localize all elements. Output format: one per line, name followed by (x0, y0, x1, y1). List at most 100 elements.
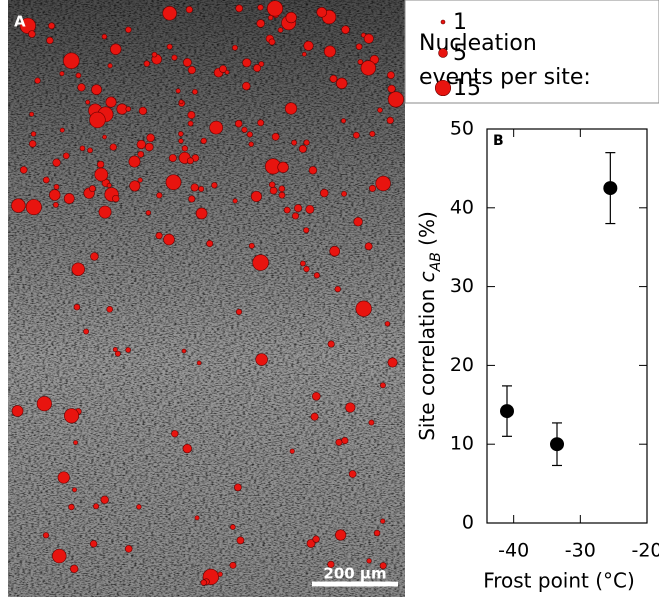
nucleation-site (188, 195, 196, 203)
nucleation-site (19, 166, 28, 174)
nucleation-site (379, 562, 387, 570)
nucleation-site (256, 19, 265, 28)
nucleation-site (75, 72, 82, 79)
plot-frame (486, 128, 648, 524)
nucleation-site (291, 139, 298, 146)
nucleation-site (294, 204, 303, 213)
nucleation-site (341, 190, 347, 197)
nucleation-site (156, 192, 163, 199)
nucleation-site (340, 118, 347, 124)
nucleation-site (242, 81, 251, 91)
nucleation-site (268, 181, 276, 188)
x-axis-label: Frost point (°C) (483, 569, 635, 593)
nucleation-site (268, 15, 274, 21)
nucleation-site (327, 340, 335, 348)
nucleation-site (268, 38, 276, 46)
nucleation-site (253, 64, 262, 72)
nucleation-site (187, 110, 196, 119)
nucleation-site (34, 77, 41, 84)
scale-bar-label: 200 µm (323, 565, 386, 583)
nucleation-site (59, 71, 65, 77)
nucleation-site (248, 242, 255, 249)
nucleation-site (29, 140, 37, 148)
nucleation-site (53, 184, 60, 190)
nucleation-site (102, 134, 107, 140)
y-tick-label: 50 (450, 118, 474, 140)
legend-marker (438, 48, 448, 58)
nucleation-site (165, 174, 182, 191)
nucleation-site (192, 88, 198, 95)
nucleation-site (257, 4, 264, 11)
nucleation-site (387, 357, 398, 368)
nucleation-site (277, 27, 284, 33)
nucleation-site (62, 152, 70, 160)
nucleation-site (291, 212, 299, 220)
nucleation-site (137, 150, 145, 158)
y-axis-label: Site correlation cAB (%) (415, 211, 445, 441)
nucleation-site (303, 139, 310, 146)
nucleation-site (217, 571, 223, 577)
nucleation-site (106, 306, 113, 313)
nucleation-site (87, 147, 93, 154)
plot: B 0 10 20 30 40 50 -40 -30 -20 Frost point (°C) Sit… (415, 118, 659, 593)
nucleation-site (187, 120, 194, 127)
nucleation-site (200, 137, 207, 145)
y-tick-label: 40 (450, 196, 474, 218)
nucleation-site (303, 40, 314, 51)
nucleation-site (138, 106, 148, 115)
nucleation-site (310, 412, 319, 421)
nucleation-site (107, 63, 113, 69)
nucleation-site (248, 141, 254, 147)
nucleation-site (352, 131, 360, 139)
nucleation-site (63, 52, 80, 69)
y-axis-label-part: c (415, 271, 439, 282)
nucleation-site (68, 503, 75, 511)
nucleation-site (323, 45, 336, 58)
nucleation-site (194, 515, 200, 521)
nucleation-site (166, 43, 173, 50)
nucleation-site (246, 131, 253, 138)
nucleation-site (91, 84, 102, 96)
nucleation-site (303, 227, 310, 234)
panel-label: A (14, 13, 26, 31)
nucleation-site (105, 96, 117, 108)
nucleation-site (341, 437, 349, 445)
micrograph-texture (8, 0, 405, 597)
legend-marker (440, 19, 446, 25)
nucleation-site (312, 535, 320, 543)
nucleation-site (284, 102, 298, 115)
y-tick-label: 0 (462, 512, 474, 534)
nucleation-site (306, 539, 316, 548)
nucleation-site (146, 133, 155, 143)
nucleation-site (89, 185, 96, 193)
nucleation-site (258, 61, 265, 67)
legend-label: 5 (453, 41, 467, 66)
legend-label: 1 (453, 10, 467, 35)
nucleation-site (125, 26, 132, 33)
nucleation-site (52, 548, 67, 564)
nucleation-site (36, 396, 52, 412)
nucleation-site (353, 217, 363, 227)
nucleation-site (229, 561, 237, 569)
nucleation-site (289, 448, 295, 454)
nucleation-site (269, 186, 278, 195)
nucleation-site (185, 6, 193, 14)
nucleation-site (316, 6, 328, 18)
nucleation-site (125, 347, 131, 353)
y-tick-label: 20 (450, 354, 474, 376)
nucleation-site (110, 43, 122, 55)
nucleation-site (232, 44, 238, 51)
nucleation-site (182, 443, 192, 454)
nucleation-site (345, 402, 356, 413)
nucleation-site (230, 524, 236, 530)
nucleation-site (195, 207, 208, 220)
nucleation-site (143, 60, 151, 67)
nucleation-site (42, 532, 50, 539)
nucleation-site (79, 145, 86, 152)
nucleation-site (298, 144, 307, 153)
nucleation-site (181, 145, 188, 152)
nucleation-site (186, 157, 194, 165)
nucleation-site (224, 69, 230, 75)
nucleation-site (30, 131, 37, 137)
